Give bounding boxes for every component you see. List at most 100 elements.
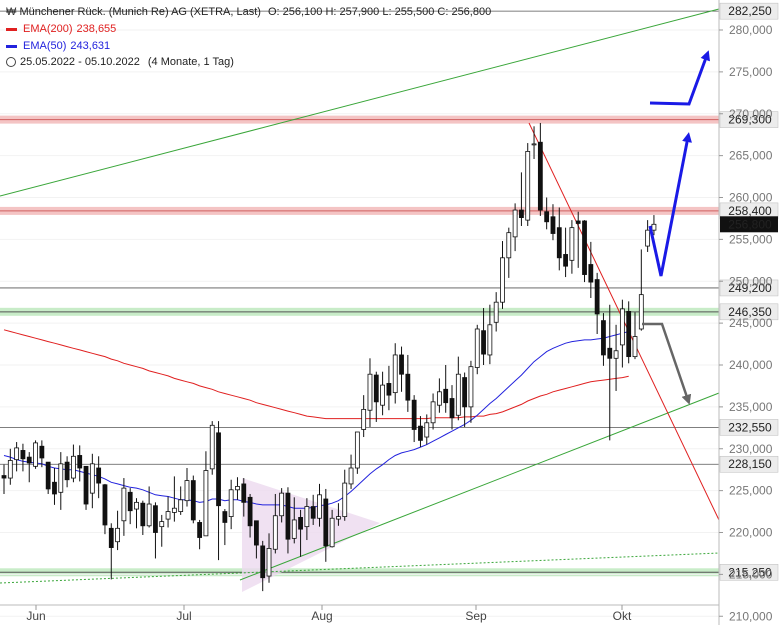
candle-body-down xyxy=(247,496,253,527)
candle-body-up xyxy=(184,480,190,502)
chart-logo-icon: ₩ xyxy=(6,6,17,18)
y-tick-label: 265,000 xyxy=(729,149,773,163)
candle-body-down xyxy=(582,220,587,275)
ema200-value: 238,655 xyxy=(76,23,117,35)
candle xyxy=(197,519,203,550)
candle xyxy=(500,241,505,309)
candle xyxy=(411,395,417,443)
candle-body-down xyxy=(537,141,543,211)
candle xyxy=(550,204,556,241)
candle-body-up xyxy=(474,328,480,368)
candle-body-down xyxy=(20,450,26,460)
candle-body-up xyxy=(209,424,215,470)
ema200-label: EMA(200) xyxy=(23,23,73,35)
level-label: 232,550 xyxy=(728,420,772,434)
candle-body-up xyxy=(512,209,518,238)
candle xyxy=(96,456,102,499)
candle xyxy=(298,509,303,557)
candle-body-up xyxy=(203,470,209,537)
candle-body-down xyxy=(140,502,146,527)
candle xyxy=(329,509,335,548)
candle xyxy=(424,414,430,445)
y-tick-label: 245,000 xyxy=(729,316,773,330)
candle xyxy=(386,365,392,411)
candle xyxy=(159,514,165,547)
candle xyxy=(241,478,247,517)
level-label: 228,150 xyxy=(728,457,772,471)
level-label: 269,300 xyxy=(728,113,772,127)
candle xyxy=(1,464,7,494)
candle xyxy=(354,431,360,474)
level-label-box xyxy=(719,2,779,20)
candle-body-down xyxy=(253,520,259,546)
candle-body-down xyxy=(77,455,83,469)
candle-body-up xyxy=(487,324,493,356)
level-label-box xyxy=(719,564,779,581)
candle xyxy=(102,483,108,535)
y-tick-label: 255,000 xyxy=(729,232,773,246)
candle-body-down xyxy=(563,254,568,267)
candle xyxy=(228,479,234,530)
candle xyxy=(525,143,531,226)
candle xyxy=(253,520,259,559)
candle-body-down xyxy=(197,522,203,538)
candle-body-down xyxy=(241,483,247,503)
candle xyxy=(594,272,600,335)
candle-body-down xyxy=(153,505,158,533)
legend-ema50[interactable]: EMA(50) 243,631 xyxy=(6,40,110,52)
candle-body-up xyxy=(424,422,430,438)
level-label-box xyxy=(719,455,779,473)
candle-body-up xyxy=(14,447,20,461)
candle xyxy=(64,456,70,488)
level-label: 258,400 xyxy=(728,204,772,218)
candle xyxy=(58,452,64,510)
candle-body-down xyxy=(64,461,70,481)
candle-body-up xyxy=(506,232,512,259)
candle xyxy=(209,421,215,475)
level-label-box xyxy=(719,419,779,436)
candle xyxy=(361,395,367,438)
projection-arrow-up-1 xyxy=(649,50,710,106)
candle-body-down xyxy=(373,374,379,403)
candle xyxy=(146,486,152,528)
level-label: 215,250 xyxy=(728,565,772,579)
level-label: 249,200 xyxy=(728,281,772,295)
candle-body-down xyxy=(222,511,228,523)
candle-body-down xyxy=(108,527,114,548)
candle-body-down xyxy=(96,467,102,484)
candle-body-down xyxy=(190,480,196,521)
candle-body-down xyxy=(594,279,600,315)
candle-body-down xyxy=(449,398,455,419)
candle xyxy=(165,496,171,528)
candle-body-up xyxy=(33,442,38,467)
candle-body-up xyxy=(392,354,398,394)
x-tick-label: Aug xyxy=(311,609,332,623)
candle xyxy=(449,385,455,430)
legend-ema200[interactable]: EMA(200) 238,655 xyxy=(6,23,116,35)
candle xyxy=(121,478,127,536)
candle xyxy=(519,172,524,226)
candle-body-up xyxy=(525,151,531,221)
candle xyxy=(140,500,146,536)
y-tick-label: 215,000 xyxy=(729,567,773,581)
candle xyxy=(493,292,499,332)
ema50-label: EMA(50) xyxy=(23,40,67,52)
candle xyxy=(537,122,543,216)
y-tick-label: 250,000 xyxy=(729,274,773,288)
candle-body-up xyxy=(361,408,367,430)
level-label-box xyxy=(719,111,779,128)
ema200-line xyxy=(3,329,629,420)
candle-body-down xyxy=(216,432,221,507)
candle-body-down xyxy=(45,461,51,490)
candle-body-up xyxy=(380,384,386,406)
candle-body-down xyxy=(399,354,404,375)
candle-body-up xyxy=(272,515,278,550)
y-tick-label: 230,000 xyxy=(729,442,773,456)
candle-body-down xyxy=(39,445,45,459)
y-tick-label: 235,000 xyxy=(729,400,773,414)
candle-body-up xyxy=(342,482,348,517)
candle xyxy=(418,416,423,448)
x-tick-label: Jun xyxy=(26,609,45,623)
candle-body-up xyxy=(304,506,310,528)
